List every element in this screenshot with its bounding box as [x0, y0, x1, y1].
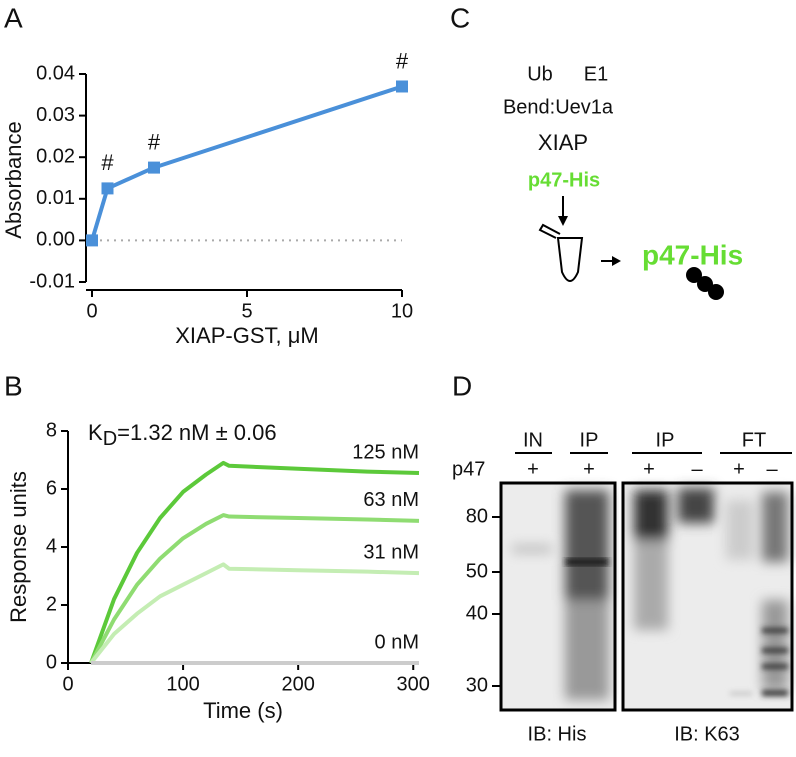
- series-label: 31 nM: [363, 541, 419, 563]
- blot-frame: [499, 481, 617, 712]
- arrowhead: [612, 256, 621, 266]
- y-axis-label: Absorbance: [1, 121, 26, 238]
- probe-label: IB: His: [528, 723, 587, 745]
- x-tick-label: 0: [62, 673, 73, 695]
- y-tick-label: 0.02: [36, 145, 75, 167]
- mw-label: 50: [466, 560, 488, 582]
- mw-label: 30: [466, 674, 488, 696]
- reagent: Bend:Uev1a: [503, 96, 614, 118]
- lane-header: FT: [742, 429, 766, 451]
- lane-header: IN: [523, 429, 543, 451]
- blot-frame: [621, 481, 794, 712]
- y-tick-label: 2: [46, 593, 57, 615]
- sign: –: [691, 458, 703, 480]
- y-axis-label: Response units: [6, 471, 31, 623]
- x-tick-label: 200: [281, 673, 314, 695]
- series-label: 125 nM: [352, 441, 419, 463]
- x-tick-label: 5: [241, 300, 252, 322]
- kd-annotation: KD=1.32 nM ± 0.06: [88, 420, 277, 450]
- series-line: [90, 84, 403, 241]
- kd-sub: D: [103, 428, 117, 450]
- lane-header: IP: [656, 429, 675, 451]
- x-tick-label: 300: [397, 673, 430, 695]
- ubiquitin: [686, 267, 702, 283]
- kd-k: K: [88, 420, 103, 445]
- x-tick-label: 10: [391, 300, 413, 322]
- y-tick-label: 0.03: [36, 104, 75, 126]
- mw-label: 80: [466, 505, 488, 527]
- ubiquitin: [697, 276, 713, 292]
- point: [86, 234, 98, 247]
- reagent: Ub: [527, 63, 553, 85]
- arrowhead: [558, 216, 568, 226]
- point-label: #: [396, 48, 409, 73]
- y-tick-label: 0.00: [36, 229, 75, 251]
- reagent: E1: [584, 63, 608, 85]
- series-line: [89, 562, 420, 665]
- panel-label: C: [450, 2, 470, 33]
- blot-band: [566, 558, 608, 566]
- x-axis-label: XIAP-GST, μM: [175, 323, 318, 348]
- sign: +: [733, 458, 745, 480]
- series-line: [89, 460, 420, 664]
- substrate: p47-His: [528, 169, 600, 191]
- diagram: Ub E1 Bend:Uev1a XIAP p47-His p47-His: [503, 63, 743, 300]
- panel-label: B: [4, 370, 23, 401]
- tube-lid: [538, 223, 561, 239]
- sign: +: [583, 458, 595, 480]
- series-line: [89, 513, 420, 664]
- sign: +: [527, 458, 539, 480]
- series-label: 0 nM: [375, 631, 419, 653]
- y-tick-label: 0.01: [36, 187, 75, 209]
- series-label: 63 nM: [363, 489, 419, 511]
- mw-label: 40: [466, 602, 488, 624]
- reagent: XIAP: [538, 130, 588, 155]
- panel-label: A: [4, 2, 23, 33]
- row-label: p47: [452, 458, 485, 480]
- y-tick-label: -0.01: [29, 270, 75, 292]
- y-tick-label: 0.04: [36, 62, 75, 84]
- point: [148, 161, 160, 174]
- tube: [556, 237, 584, 282]
- ubiquitin: [708, 284, 724, 300]
- y-tick-label: 6: [46, 477, 57, 499]
- kd-rest: =1.32 nM ± 0.06: [117, 420, 276, 445]
- x-axis-label: Time (s): [203, 698, 283, 723]
- blot: IN IP IP FT p47 + + + – + – 80 50 40 30: [452, 429, 794, 745]
- sign: –: [766, 458, 778, 480]
- x-tick-label: 100: [166, 673, 199, 695]
- y-tick-label: 8: [46, 419, 57, 441]
- point-label: #: [101, 150, 114, 175]
- y-tick-label: 0: [46, 651, 57, 673]
- lane-header: IP: [580, 429, 599, 451]
- point: [101, 182, 114, 195]
- point-label: #: [148, 129, 161, 154]
- x-tick-label: 0: [86, 300, 97, 322]
- blot-signal: [634, 488, 788, 690]
- point: [396, 80, 408, 93]
- product: p47-His: [642, 239, 743, 270]
- panel-label: D: [452, 370, 472, 401]
- y-tick-label: 4: [46, 535, 57, 557]
- probe-label: IB: K63: [674, 723, 740, 745]
- blot-bands: [730, 628, 788, 696]
- blot-signal: [512, 490, 609, 700]
- sign: +: [643, 458, 655, 480]
